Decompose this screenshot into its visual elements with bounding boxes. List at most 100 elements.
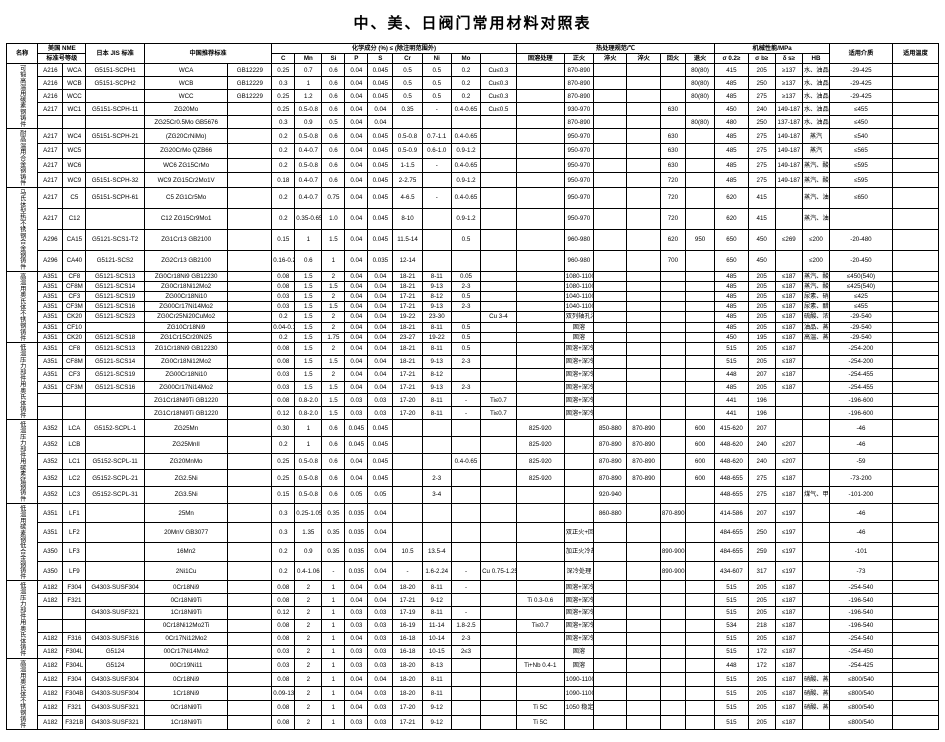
table-cell: WC4: [63, 129, 86, 144]
table-cell: [685, 381, 714, 394]
hdr-mn: Mn: [295, 54, 322, 64]
table-cell: 0.08: [272, 672, 295, 686]
table-cell: 固溶+深冷: [564, 581, 593, 594]
table-cell: [660, 487, 685, 504]
table-row: A351CF3G5121-SCS19ZG00Cr18Ni100.031.520.…: [7, 292, 939, 302]
table-cell: 0.5: [393, 77, 422, 90]
table-cell: [660, 302, 685, 312]
table-cell: 240: [748, 453, 775, 470]
table-cell: 0.04: [368, 332, 393, 342]
table-cell: 207: [748, 420, 775, 437]
table-cell: [481, 143, 517, 158]
table-cell: 0.08: [272, 715, 295, 729]
table-cell: 0.04: [345, 90, 368, 103]
table-row: A351CF8MG5121-SCS14ZG0Cr18Ni12Mo20.081.5…: [7, 355, 939, 368]
table-row: A182F321G4303-SUSF3210Cr18Ni9Ti0.08210.0…: [7, 701, 939, 715]
table-cell: [660, 619, 685, 632]
table-cell: [627, 701, 660, 715]
table-cell: [627, 368, 660, 381]
table-cell: [627, 302, 660, 312]
hdr-cn: 中国推荐标准: [144, 44, 271, 64]
table-cell: [802, 715, 829, 729]
table-row: A351CF3MG5121-SCS16ZG00Cr17Ni14Mo20.031.…: [7, 302, 939, 312]
table-cell: [422, 250, 451, 271]
table-cell: [802, 355, 829, 368]
table-cell: 蒸汽、油品: [802, 208, 829, 229]
table-cell: 448-655: [715, 470, 748, 487]
table-cell: [228, 453, 272, 470]
table-cell: G4303-SUSF316: [86, 632, 144, 645]
table-cell: 149-187: [775, 143, 802, 158]
table-cell: 油品、蒸汽、强腐蚀: [802, 322, 829, 332]
table-cell: [775, 250, 802, 271]
table-cell: 415-620: [715, 420, 748, 437]
table-cell: [802, 645, 829, 658]
table-cell: F304L: [63, 658, 86, 672]
table-cell: [228, 229, 272, 250]
table-row: 高温用奥氏体不锈钢铸件A351CF8G5121-SCS13ZG0Cr18Ni9 …: [7, 271, 939, 281]
table-cell: [516, 672, 564, 686]
table-row: 可锻高温用碳素钢铸件A216WCAG5151-SCPH1WCAGB122290.…: [7, 64, 939, 77]
table-cell: A182: [38, 658, 63, 672]
table-cell: A182: [38, 701, 63, 715]
table-cell: 0.03: [345, 607, 368, 620]
table-cell: 205: [748, 581, 775, 594]
table-row: A217WC1G5151-SCPH-11ZG20Mo0.250.5-0.80.6…: [7, 103, 939, 116]
table-cell: [892, 658, 938, 672]
table-cell: ≤450(540): [830, 271, 893, 281]
table-cell: 0.2: [451, 64, 480, 77]
table-cell: 441: [715, 394, 748, 407]
table-cell: 0.3: [272, 503, 295, 522]
table-cell: C5 ZG1Cr5Mo: [144, 188, 228, 209]
table-cell: [627, 715, 660, 729]
table-cell: [594, 129, 627, 144]
table-cell: 8-11: [422, 407, 451, 420]
table-cell: [481, 503, 517, 522]
table-cell: 0.05: [451, 271, 480, 281]
table-cell: 485: [715, 90, 748, 103]
table-cell: [892, 394, 938, 407]
table-cell: 1Cr18Ni9Ti: [144, 607, 228, 620]
table-cell: 1.5: [322, 302, 345, 312]
table-cell: 448-655: [715, 487, 748, 504]
table-cell: ≤187: [775, 632, 802, 645]
table-cell: 950-970: [564, 129, 593, 144]
table-cell: [627, 64, 660, 77]
table-cell: 870-890: [660, 503, 685, 522]
table-cell: 0.035: [345, 523, 368, 542]
table-cell: -29-540: [830, 322, 893, 332]
table-cell: ZG1Cr18Ni9 GB12230: [144, 342, 228, 355]
table-cell: [892, 158, 938, 173]
hdr-heat-5: 退火: [685, 54, 714, 64]
table-cell: 0.03: [345, 394, 368, 407]
table-cell: 0Cr18Ni12Mo2Ti: [144, 619, 228, 632]
table-cell: G4303-SUSF304: [86, 672, 144, 686]
table-cell: [802, 368, 829, 381]
table-cell: 870-890: [564, 90, 593, 103]
table-cell: 0.04: [368, 368, 393, 381]
table-cell: 固溶+深冷: [564, 368, 593, 381]
table-cell: ZG0Cr18Ni9 GB12230: [144, 271, 228, 281]
table-cell: 1080-1100 固溶: [564, 281, 593, 291]
table-cell: 1.5: [295, 292, 322, 302]
table-cell: 0.04: [345, 342, 368, 355]
table-cell: [892, 90, 938, 103]
table-cell: 16-19: [393, 619, 422, 632]
table-cell: LF2: [63, 523, 86, 542]
table-cell: 高温、蒸汽、强腐蚀: [802, 332, 829, 342]
table-cell: [594, 312, 627, 322]
table-cell: 0.08: [272, 342, 295, 355]
table-cell: -73: [830, 561, 893, 580]
table-cell: [594, 292, 627, 302]
table-cell: [422, 116, 451, 129]
table-cell: 205: [748, 271, 775, 281]
table-cell: [594, 672, 627, 686]
table-cell: ≤187: [775, 332, 802, 342]
table-cell: 0.5: [422, 64, 451, 77]
table-cell: ≤187: [775, 342, 802, 355]
table-cell: G5121-SCS16: [86, 302, 144, 312]
table-cell: 414-586: [715, 503, 748, 522]
table-row: A217WC5ZG20CrMo QZB660.20.4-0.70.60.040.…: [7, 143, 939, 158]
table-cell: [481, 302, 517, 312]
table-cell: [228, 342, 272, 355]
